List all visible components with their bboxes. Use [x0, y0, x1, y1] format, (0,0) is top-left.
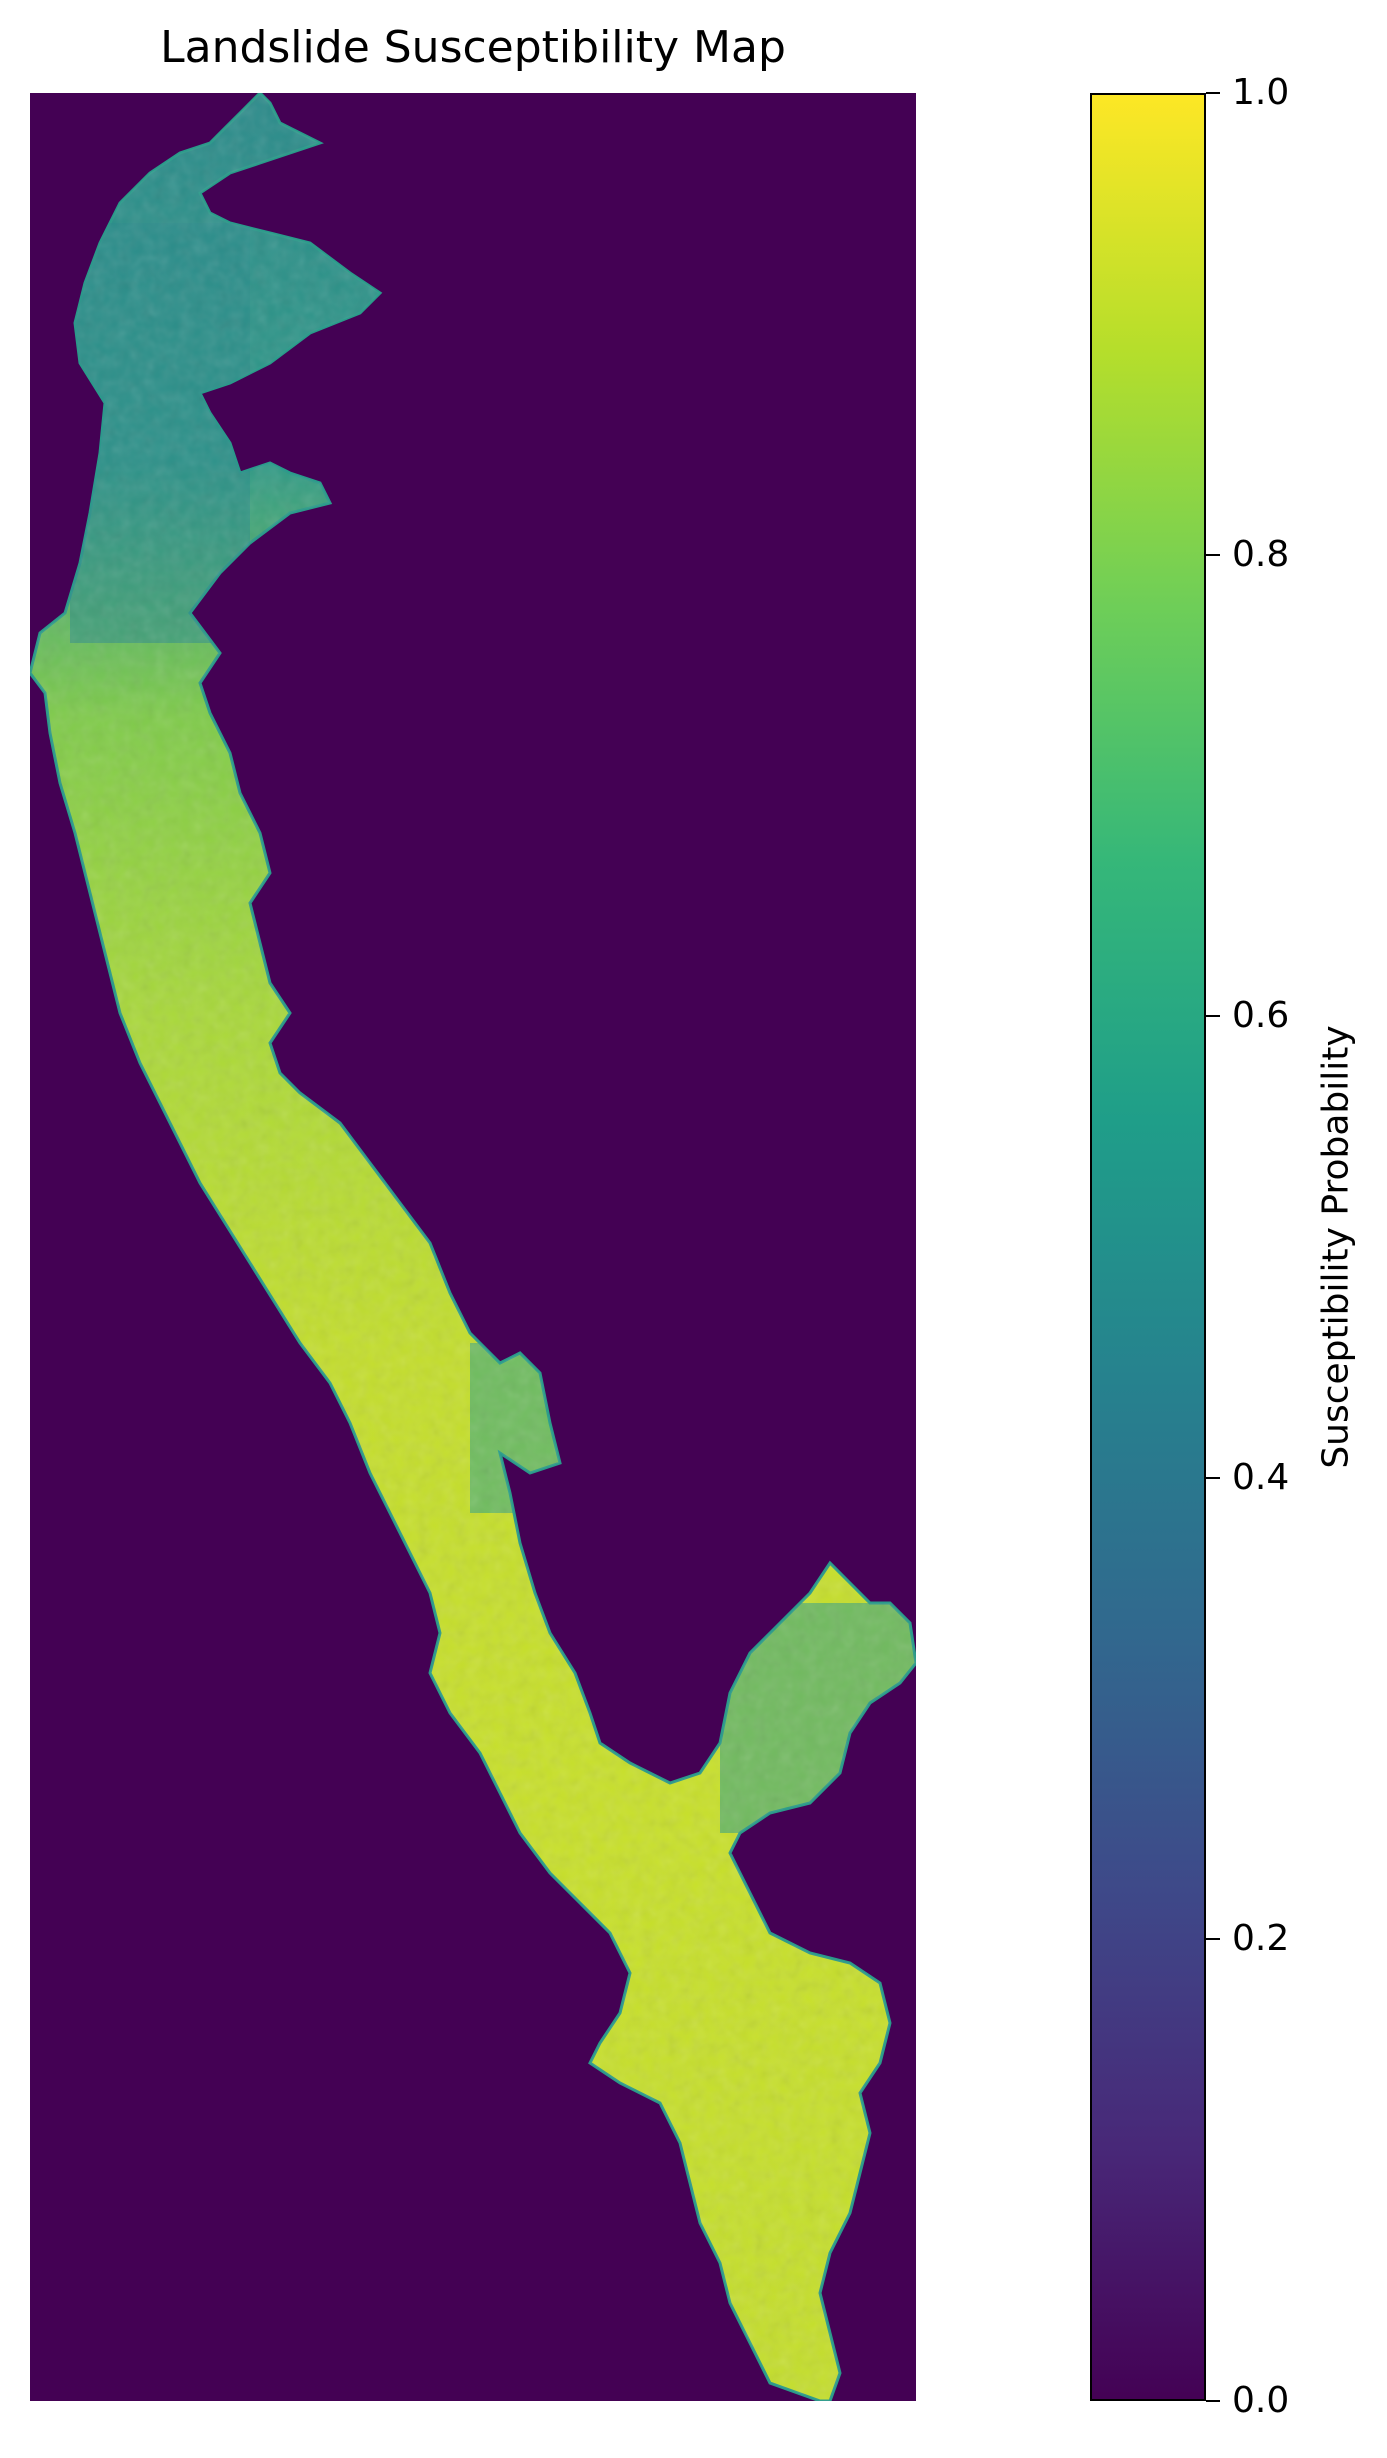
colorbar-tick: [1206, 1938, 1220, 1941]
colorbar-tick-label: 0.4: [1232, 1456, 1290, 1498]
map-panel: [30, 93, 916, 2401]
map-title: Landslide Susceptibility Map: [160, 22, 786, 73]
colorbar-tick: [1206, 92, 1220, 94]
susceptibility-raster: [30, 93, 916, 2401]
colorbar-tick-label: 0.6: [1232, 995, 1290, 1037]
colorbar-label: Susceptibility Probability: [1315, 1025, 1357, 1469]
colorbar-tick: [1206, 2400, 1220, 2402]
colorbar: [1090, 93, 1206, 2401]
colorbar-tick: [1206, 1015, 1220, 1018]
colorbar-tick-label: 0.0: [1232, 2380, 1290, 2421]
colorbar-tick-label: 1.0: [1232, 72, 1290, 113]
colorbar-tick-label: 0.2: [1232, 1918, 1290, 1960]
colorbar-tick: [1206, 553, 1220, 556]
texture-overlay: [30, 93, 916, 2401]
colorbar-tick: [1206, 1476, 1220, 1479]
colorbar-tick-label: 0.8: [1232, 533, 1290, 575]
